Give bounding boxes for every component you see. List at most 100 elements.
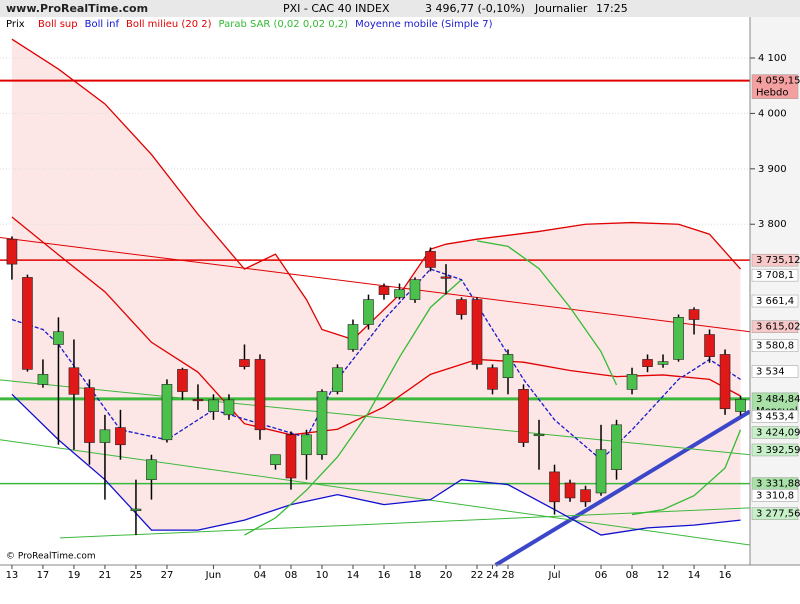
x-tick-label: 19: [68, 570, 81, 581]
candle-body: [37, 374, 49, 385]
candle-body: [84, 387, 95, 443]
price-label-box: [751, 339, 799, 352]
chart-title: PXI - CAC 40 INDEX: [283, 2, 390, 15]
x-tick-label: 13: [6, 570, 19, 581]
x-tick-label: Jul: [547, 570, 560, 581]
price-label-box: [751, 489, 799, 502]
x-tick-label: 22: [471, 570, 484, 581]
x-tick-label: 14: [688, 570, 701, 581]
candle-body: [425, 251, 436, 268]
candle-body: [254, 359, 266, 431]
candle-body: [146, 459, 157, 480]
site: www.ProRealTime.com: [6, 2, 148, 15]
legend-entry: Boll milieu (20 2): [126, 19, 212, 30]
price-label: 3 580,8: [756, 341, 794, 352]
plot: [0, 38, 751, 567]
price-label: 4 059,15: [756, 76, 800, 87]
copyright: © ProRealTime.com: [6, 552, 96, 562]
candle-body: [735, 399, 746, 412]
candle-body: [719, 354, 731, 410]
candle-body: [208, 399, 219, 412]
candle-body: [518, 389, 529, 443]
y-tick-label: 4 000: [758, 108, 787, 119]
price-label-box: [751, 320, 799, 333]
trendline: [0, 439, 751, 546]
candle-body: [363, 299, 374, 325]
price-label-box: [751, 443, 799, 457]
candle-body: [487, 367, 498, 390]
price-label-box: [751, 410, 799, 423]
indicator-line: [11, 38, 742, 341]
candle-body: [130, 508, 142, 511]
candle-body: [316, 391, 328, 456]
candle-body: [471, 299, 483, 365]
time: 17:25: [596, 2, 628, 15]
candle-body: [409, 279, 421, 300]
x-tick-label: 20: [440, 570, 453, 581]
price-label: 3 331,88: [756, 479, 800, 490]
price-label: 3 424,09: [756, 428, 800, 439]
candle-body: [6, 238, 18, 265]
band-fill: [11, 39, 741, 536]
candle-body: [332, 367, 343, 392]
candle-body: [657, 361, 669, 365]
candle-body: [22, 277, 33, 370]
price-label: 3 735,12: [756, 255, 800, 266]
indicator-line: [11, 268, 741, 461]
candle-body: [99, 429, 111, 443]
candle-body: [301, 434, 312, 456]
candle-body: [285, 434, 297, 479]
candle-body: [115, 427, 126, 446]
x-tick-label: 08: [626, 570, 639, 581]
candle-body: [192, 399, 204, 402]
candle-body: [378, 285, 390, 295]
price-label-box: [751, 253, 799, 267]
x-tick-label: 17: [37, 570, 50, 581]
x-tick-label: 25: [130, 570, 143, 581]
x-tick-label: 27: [161, 570, 174, 581]
price-axis: [750, 17, 800, 565]
candle-body: [642, 359, 653, 367]
candle-body: [549, 471, 560, 503]
trendline: [494, 409, 751, 567]
candle-body: [53, 331, 64, 345]
candle-body: [673, 317, 684, 360]
price-label-box: [751, 426, 799, 439]
price-label-box: [751, 365, 799, 378]
candle-body: [611, 424, 622, 470]
period: Journalier: [534, 2, 588, 15]
trendline: [0, 379, 751, 456]
candle-body: [456, 299, 467, 315]
x-tick-label: Jun: [205, 570, 222, 581]
header-bar: [0, 0, 800, 17]
price-label: 3 661,4: [756, 296, 794, 307]
price-label-box: [751, 294, 799, 308]
candle-body: [564, 482, 576, 499]
price-label: 3 484,84: [756, 394, 800, 405]
trendline: [59, 507, 750, 539]
legend-entry: Boll sup: [38, 19, 78, 30]
price-label: 3 453,4: [756, 411, 794, 422]
legend-entry: Moyenne mobile (Simple 7): [355, 19, 493, 30]
legend-entry: Parab SAR (0,02 0,02 0,2): [219, 19, 349, 30]
candle-body: [626, 374, 638, 390]
trendline: [0, 237, 751, 333]
price-sublabel: Hebdo: [756, 88, 789, 99]
candle-body: [177, 369, 188, 392]
x-tick-label: 06: [595, 570, 608, 581]
price-label: 3 615,02: [756, 322, 800, 333]
candle-body: [68, 367, 80, 395]
candle-body: [239, 359, 250, 367]
y-tick-label: 3 900: [758, 164, 787, 175]
candle-body: [223, 399, 235, 416]
price-label-box: [751, 74, 799, 99]
candle-body: [161, 384, 173, 441]
price-label: 3 392,59: [756, 445, 800, 456]
last-price: 3 496,77 (-0,10%): [425, 2, 525, 15]
x-tick-label: 16: [719, 570, 732, 581]
candle-body: [394, 289, 405, 298]
candle-body: [704, 334, 715, 357]
x-tick-label: 21: [99, 570, 112, 581]
